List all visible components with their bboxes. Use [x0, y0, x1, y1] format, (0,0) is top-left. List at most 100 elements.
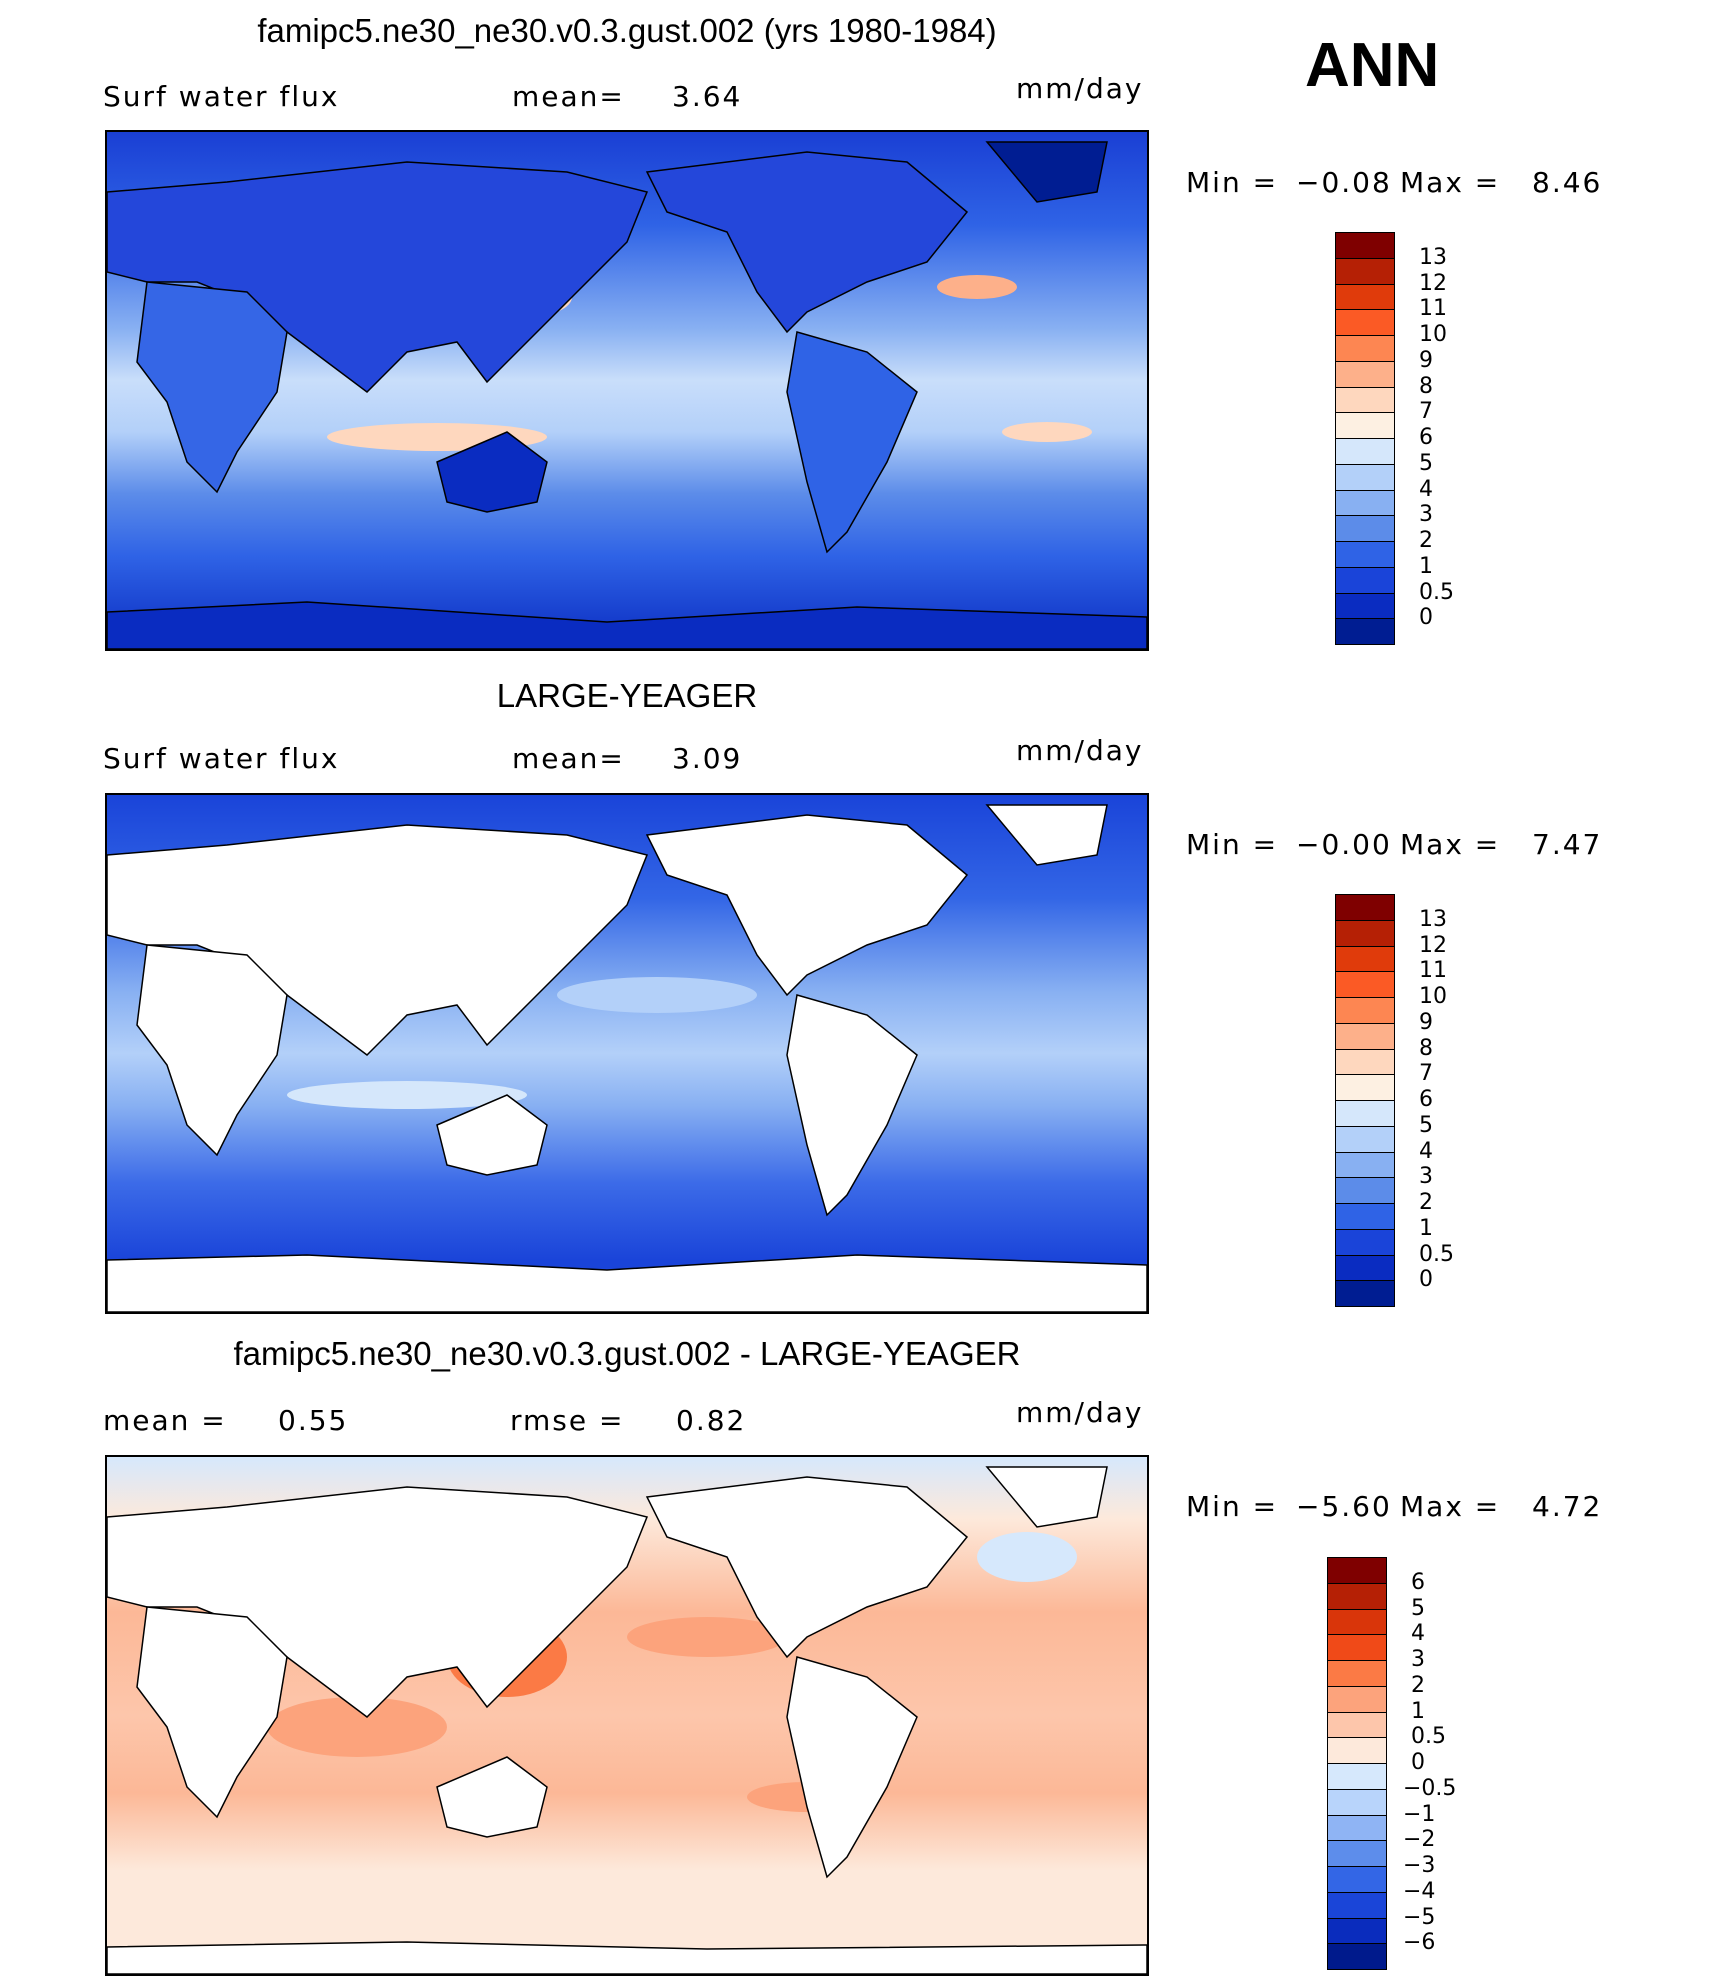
colorbar-segment [1335, 412, 1395, 439]
colorbar-segment [1335, 997, 1395, 1024]
colorbar-label: 0 [1419, 605, 1433, 631]
panel-3-title: famipc5.ne30_ne30.v0.3.gust.002 - LARGE-… [233, 1335, 1021, 1372]
panel-1-variable-label: Surf water flux [103, 80, 340, 113]
panel-2-min-label: Min = [1186, 828, 1279, 861]
colorbar-segment [1335, 1151, 1395, 1179]
colorbar-label: 8 [1419, 373, 1433, 399]
colorbar-segment [1327, 1634, 1387, 1661]
colorbar-segment [1335, 971, 1395, 998]
panel-1-map [105, 130, 1149, 651]
colorbar-segment [1335, 283, 1395, 311]
panel-3-land-south-america [786, 1656, 918, 1879]
colorbar-segment [1335, 1048, 1395, 1076]
panel-1-land-eurasia [107, 161, 649, 393]
colorbar-segment [1335, 232, 1395, 259]
panel-2-max-label: Max = [1400, 828, 1501, 861]
panel-2-title: LARGE-YEAGER [496, 677, 758, 714]
panel-3-units: mm/day [1016, 1396, 1144, 1429]
panel-2-land-north-america [645, 814, 969, 997]
panel-2-mean-value: 3.09 [672, 742, 743, 775]
panel-2-land-south-america [786, 994, 918, 1217]
panel-1-land-africa [136, 281, 288, 494]
colorbar-segment [1335, 618, 1395, 645]
colorbar-label: 13 [1419, 906, 1447, 932]
panel-3-rmse-label: rmse = [510, 1404, 625, 1437]
colorbar-label: 9 [1419, 1009, 1433, 1035]
panel-1-land-australia [436, 431, 548, 513]
colorbar-segment [1335, 592, 1395, 620]
colorbar-segment [1335, 1100, 1395, 1127]
colorbar-segment [1335, 1254, 1395, 1282]
colorbar-segment [1335, 1228, 1395, 1256]
colorbar-label: 4 [1419, 476, 1433, 502]
panel-3-mean-label: mean = [103, 1404, 227, 1437]
colorbar-label: 2 [1419, 528, 1433, 553]
panel-3-land-australia [436, 1756, 548, 1838]
season-label: ANN [1305, 31, 1440, 100]
panel-1-map-svg [107, 132, 1147, 649]
colorbar-label: −5 [1403, 1904, 1436, 1930]
colorbar-segment [1327, 1557, 1387, 1584]
colorbar-segment [1335, 360, 1395, 388]
colorbar-label: −6 [1403, 1930, 1436, 1956]
panel-3-max-label: Max = [1400, 1490, 1501, 1523]
colorbar-label: 4 [1419, 1138, 1433, 1164]
panel-2-variable-label: Surf water flux [103, 742, 340, 775]
panel-1-land-north-america [645, 151, 969, 334]
panel-2-map [105, 793, 1149, 1314]
panel-3-min-value: −5.60 [1296, 1490, 1392, 1523]
panel-1-land-south-america [786, 331, 918, 554]
colorbar-segment [1335, 438, 1395, 465]
panel-1-min-label: Min = [1186, 166, 1279, 199]
panel-3-land-greenland [985, 1466, 1108, 1528]
colorbar-segment [1327, 1814, 1387, 1842]
colorbar-label: 5 [1419, 450, 1433, 476]
colorbar-label: −0.5 [1403, 1775, 1457, 1801]
colorbar-label: 6 [1419, 1087, 1433, 1112]
panel-1-max-value: 8.46 [1532, 166, 1603, 199]
panel-2-land-africa [136, 944, 288, 1157]
colorbar-segment [1327, 1840, 1387, 1867]
colorbar-label: 0.5 [1411, 1724, 1446, 1750]
colorbar-label: 0.5 [1419, 579, 1454, 605]
colorbar-label: 11 [1419, 296, 1447, 322]
colorbar-segment [1327, 1943, 1387, 1970]
colorbar-segment [1335, 335, 1395, 362]
colorbar-segment [1327, 1608, 1387, 1636]
panel-1-mean-value: 3.64 [672, 80, 743, 113]
panel-1-land-antarctica [107, 601, 1147, 649]
colorbar-segment [1327, 1763, 1387, 1790]
panel-3-land-africa [136, 1606, 288, 1819]
colorbar-label: −4 [1403, 1878, 1436, 1904]
colorbar-segment [1335, 945, 1395, 973]
colorbar-label: −1 [1403, 1801, 1436, 1827]
colorbar-label: 12 [1419, 270, 1447, 296]
panel-1-colorbar: 13 12 11 10 9 8 7 6 5 4 3 2 1 0.5 0 [1335, 232, 1495, 645]
colorbar-label: −2 [1403, 1827, 1436, 1853]
colorbar-segment [1335, 489, 1395, 517]
panel-3-land-antarctica [107, 1941, 1147, 1974]
colorbar-label: 8 [1419, 1035, 1433, 1061]
colorbar-segment [1335, 1280, 1395, 1307]
colorbar-segment [1335, 1074, 1395, 1101]
colorbar-segment [1335, 919, 1395, 947]
panel-3-mean-value: 0.55 [278, 1404, 349, 1437]
colorbar-label: 11 [1419, 958, 1447, 984]
colorbar-segment [1335, 309, 1395, 336]
colorbar-label: 13 [1419, 244, 1447, 270]
colorbar-label: 7 [1419, 399, 1433, 425]
colorbar-label: 6 [1419, 425, 1433, 450]
panel-2-mean-label: mean= [512, 742, 625, 775]
colorbar-label: 3 [1419, 1164, 1433, 1190]
colorbar-label: −3 [1403, 1853, 1436, 1878]
panel-1-units: mm/day [1016, 72, 1144, 105]
panel-3-land-eurasia [107, 1486, 649, 1718]
panel-2-colorbar: 13 12 11 10 9 8 7 6 5 4 3 2 1 0.5 0 [1335, 894, 1495, 1307]
colorbar-segment [1335, 463, 1395, 491]
colorbar-segment [1335, 1022, 1395, 1050]
colorbar-label: 1 [1411, 1698, 1425, 1724]
colorbar-segment [1327, 1917, 1387, 1945]
colorbar-segment [1335, 1177, 1395, 1204]
colorbar-segment [1335, 541, 1395, 568]
panel-1-title: famipc5.ne30_ne30.v0.3.gust.002 (yrs 198… [257, 12, 997, 49]
